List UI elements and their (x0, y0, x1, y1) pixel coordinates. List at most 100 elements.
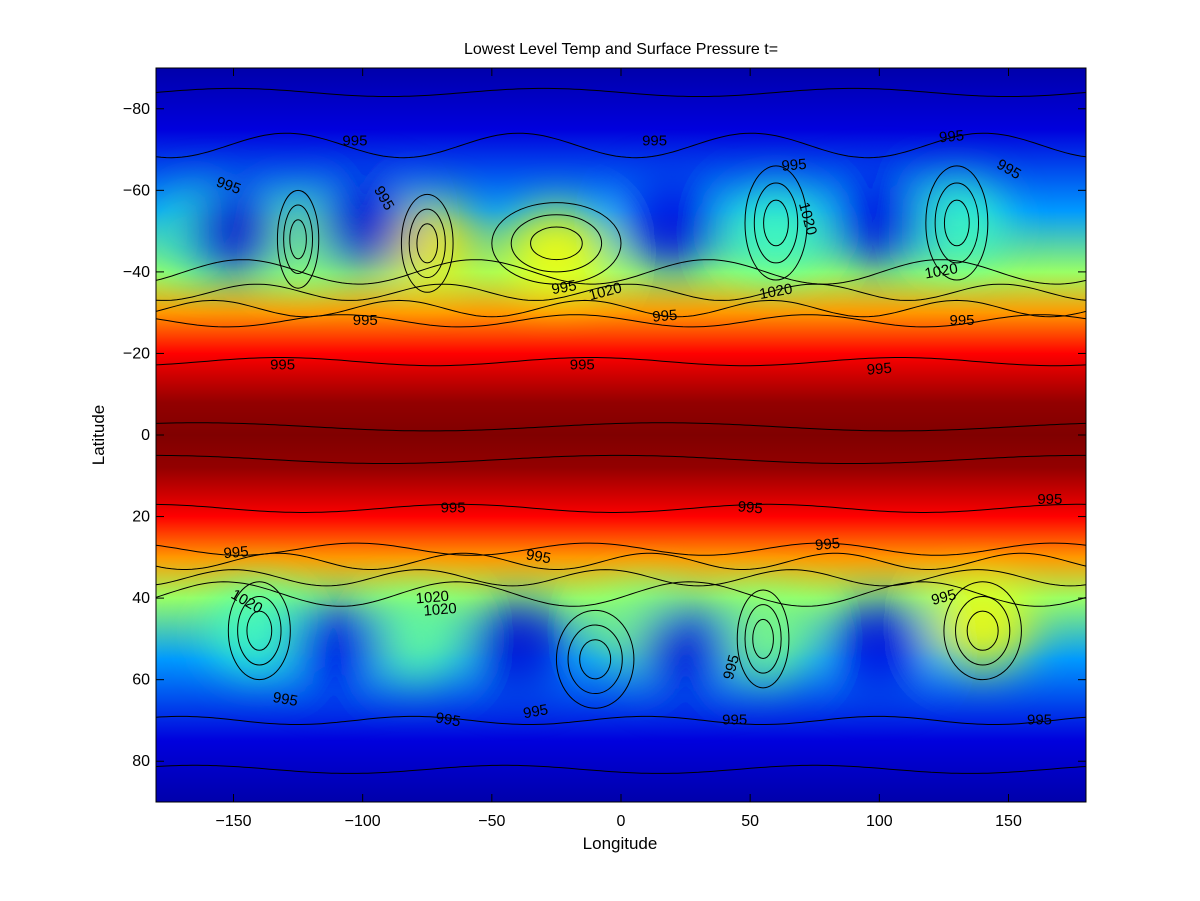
contour-label: 995 (434, 709, 462, 730)
contour-loop-0-1 (283, 204, 314, 275)
anomaly-cell-5 (906, 178, 1007, 267)
x-tick-label: −150 (215, 813, 251, 830)
contour-loop-4-2 (943, 199, 970, 247)
contour-line-14 (156, 715, 1086, 725)
contour-label: 995 (814, 535, 840, 554)
contour-label: 995 (550, 277, 578, 298)
contour-loop-1-2 (416, 223, 439, 264)
x-tick-label: 50 (741, 813, 759, 830)
contour-label: 995 (570, 357, 595, 374)
contour-label: 995 (737, 498, 763, 517)
contour-loop-3-0 (744, 165, 808, 281)
contour-line-8 (156, 454, 1086, 464)
contour-loop-4-0 (925, 165, 989, 281)
y-tick-label: 0 (141, 427, 150, 444)
y-tick-label: 40 (132, 590, 150, 607)
anomaly-cell-4 (726, 187, 826, 276)
contour-label: 1020 (758, 280, 794, 303)
anomaly-cell-18 (829, 603, 930, 692)
contour-loop-2-1 (510, 214, 603, 273)
contour-loop-7-2 (966, 610, 999, 651)
contour-label: 995 (223, 543, 249, 562)
anomaly-cell-16 (467, 603, 568, 692)
x-tick-label: 100 (866, 813, 893, 830)
pressure-contours (156, 87, 1086, 774)
contour-loop-6-0 (736, 589, 790, 689)
y-axis: −80 −60 −40 −20 0 20 40 60 80 (123, 101, 1086, 770)
anomaly-cell-13 (622, 178, 723, 267)
contour-label: 995 (1027, 711, 1052, 728)
contour-label: 995 (522, 701, 550, 722)
y-tick-label: −60 (123, 182, 150, 199)
anomaly-cell-12 (312, 178, 413, 267)
contour-loop-5-1 (237, 595, 282, 666)
contour-line-5 (156, 314, 1086, 328)
contour-label: 1020 (415, 588, 450, 608)
contour-line-9 (156, 503, 1086, 513)
x-tick-label: 150 (995, 813, 1022, 830)
contour-loop-3-1 (753, 182, 799, 264)
x-axis: −150 −100 −50 0 50 100 150 (215, 68, 1022, 830)
contour-label: 1020 (923, 260, 959, 283)
contour-line-10 (156, 542, 1086, 556)
contour-label: 995 (1037, 491, 1062, 508)
y-tick-label: 60 (132, 672, 150, 689)
y-tick-label: −80 (123, 101, 150, 118)
x-axis-title: Longitude (583, 834, 658, 853)
contour-label: 995 (866, 360, 892, 379)
contour-loop-7-1 (955, 595, 1011, 666)
contour-label: 995 (722, 711, 747, 728)
anomaly-cell-9 (713, 594, 814, 683)
contour-line-0 (156, 87, 1086, 97)
anomaly-cell-17 (635, 607, 736, 696)
contour-label: 995 (271, 689, 299, 710)
contour-loop-4-1 (934, 182, 980, 264)
contour-loop-8-1 (567, 624, 623, 695)
contour-loop-5-2 (246, 610, 273, 651)
chart-title: Lowest Level Temp and Surface Pressure t… (464, 41, 778, 58)
contour-line-3 (156, 283, 1086, 301)
contour-loop-5-0 (227, 581, 291, 681)
contour-loop-1-1 (408, 208, 446, 279)
contour-line-7 (156, 422, 1086, 432)
anomaly-cell-11 (183, 187, 284, 276)
x-tick-label: −100 (345, 813, 381, 830)
contour-label: 995 (525, 546, 553, 567)
contour-label: 995 (720, 653, 743, 682)
contour-label: 995 (353, 312, 378, 329)
contour-line-2 (156, 259, 1086, 285)
y-tick-label: 20 (132, 509, 150, 526)
contour-loop-8-2 (579, 639, 612, 680)
contour-loop-2-0 (491, 202, 622, 285)
anomaly-cell-6 (209, 586, 310, 675)
contour-loop-7-0 (943, 581, 1022, 681)
contour-loop-2-2 (530, 226, 583, 261)
contour-label: 995 (949, 312, 974, 329)
contour-loop-6-1 (744, 604, 782, 674)
contour-line-6 (156, 357, 1086, 367)
contour-line-1 (156, 132, 1086, 159)
y-tick-label: −40 (123, 264, 150, 281)
contour-label: 995 (781, 156, 807, 175)
contour-label: 995 (929, 586, 958, 609)
contour-loop-0-2 (289, 219, 307, 260)
contour-label: 995 (642, 132, 667, 149)
contour-label: 995 (342, 132, 367, 149)
x-tick-label: 0 (617, 813, 626, 830)
contour-line-13 (156, 581, 1086, 607)
anomaly-cell-14 (829, 174, 930, 263)
y-tick-label: −20 (123, 345, 150, 362)
contour-line-12 (156, 569, 1086, 587)
contour-label: 995 (652, 307, 678, 326)
contour-loop-0-0 (276, 189, 320, 289)
contour-loop-1-0 (400, 193, 454, 293)
anomaly-cell-15 (286, 603, 387, 692)
contour-line-11 (156, 552, 1086, 570)
contour-line-15 (156, 764, 1086, 774)
y-tick-label: 80 (132, 753, 150, 770)
contour-loop-6-2 (752, 618, 774, 659)
contour-label: 995 (938, 127, 964, 146)
contour-loop-3-2 (763, 199, 789, 247)
